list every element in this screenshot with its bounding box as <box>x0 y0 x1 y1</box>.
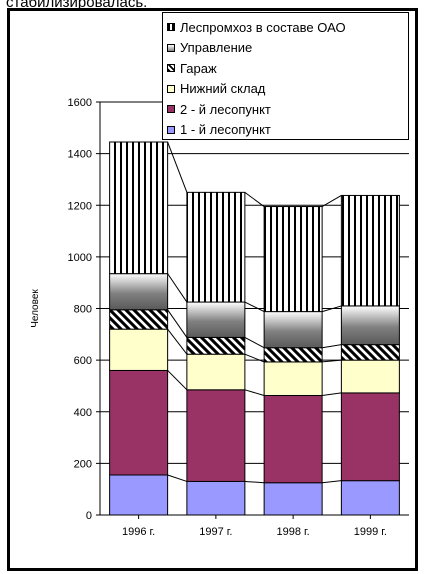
legend-swatch <box>167 23 175 32</box>
legend-swatch <box>167 64 175 73</box>
bar-segment <box>263 361 323 396</box>
bar-segment <box>109 309 169 330</box>
legend: Леспромхоз в составе ОАО Управление Гара… <box>162 12 409 140</box>
series-line <box>244 389 265 396</box>
legend-item: Управление <box>167 38 408 59</box>
bar-segment <box>340 392 400 482</box>
x-tick-label: 1998 г. <box>276 526 309 538</box>
series-line <box>322 359 342 363</box>
series-line <box>322 480 342 484</box>
caption-text: стабилизировалась. <box>6 0 148 11</box>
bar-segment <box>340 305 400 346</box>
y-axis-label: Человек <box>30 289 41 328</box>
bar-segment <box>109 369 169 476</box>
bar-segment <box>263 347 323 363</box>
bar-segment <box>109 141 169 275</box>
legend-swatch <box>167 84 175 93</box>
bar-segment <box>263 311 323 349</box>
y-tick-label: 1000 <box>68 252 92 264</box>
bar-segment <box>263 394 323 484</box>
series-line <box>244 301 265 313</box>
series-line <box>167 370 188 391</box>
bar-segment <box>109 273 169 311</box>
y-tick-label: 600 <box>74 355 92 367</box>
series-line <box>167 328 188 355</box>
x-tick-label: 1999 г. <box>354 526 387 538</box>
series-line <box>321 195 342 207</box>
legend-swatch <box>167 43 175 52</box>
bar-segment <box>186 480 246 516</box>
bar-segment <box>340 194 400 307</box>
series-line <box>244 480 265 484</box>
legend-swatch <box>167 105 175 114</box>
y-tick-label: 1200 <box>68 200 92 212</box>
legend-label: 1 - й лесопункт <box>180 122 271 138</box>
series-line <box>322 392 342 396</box>
series-line <box>167 141 188 193</box>
bar-segment <box>340 359 400 394</box>
series-line <box>167 309 188 338</box>
y-tick-label: 1400 <box>68 149 92 161</box>
series-line <box>244 336 265 349</box>
bar-segment <box>263 482 323 516</box>
bar-segment <box>340 480 400 516</box>
legend-item: 1 - й лесопункт <box>167 120 408 141</box>
legend-item: 2 - й лесопункт <box>167 99 408 120</box>
legend-item: Нижний склад <box>167 79 408 100</box>
bar-segment <box>186 389 246 482</box>
bar-segment <box>186 191 246 303</box>
series-line <box>321 305 342 313</box>
series-line <box>244 191 265 207</box>
legend-label: Нижний склад <box>180 81 266 97</box>
y-tick-label: 0 <box>86 510 92 522</box>
bar-segment <box>186 353 246 391</box>
legend-swatch <box>167 125 175 134</box>
bar-segment <box>186 336 246 355</box>
bar-segment <box>109 474 169 516</box>
bar-segment <box>263 206 323 313</box>
legend-label: 2 - й лесопункт <box>180 101 271 117</box>
x-tick-label: 1996 г. <box>122 526 155 538</box>
y-tick-label: 400 <box>74 407 92 419</box>
series-line <box>244 353 265 363</box>
bar-segment <box>340 344 400 361</box>
legend-item: Леспромхоз в составе ОАО <box>167 17 408 38</box>
y-tick-label: 800 <box>74 304 92 316</box>
bar-segment <box>109 328 169 371</box>
x-tick-label: 1997 г. <box>199 526 232 538</box>
bar-segment <box>186 301 246 338</box>
series-line <box>322 344 342 349</box>
legend-item: Гараж <box>167 58 408 79</box>
legend-label: Управление <box>180 40 253 56</box>
legend-label: Леспромхоз в составе ОАО <box>180 19 346 35</box>
series-line <box>167 273 188 303</box>
legend-label: Гараж <box>180 60 217 76</box>
series-line <box>167 474 188 482</box>
y-tick-label: 1600 <box>68 97 92 109</box>
y-tick-label: 200 <box>74 458 92 470</box>
